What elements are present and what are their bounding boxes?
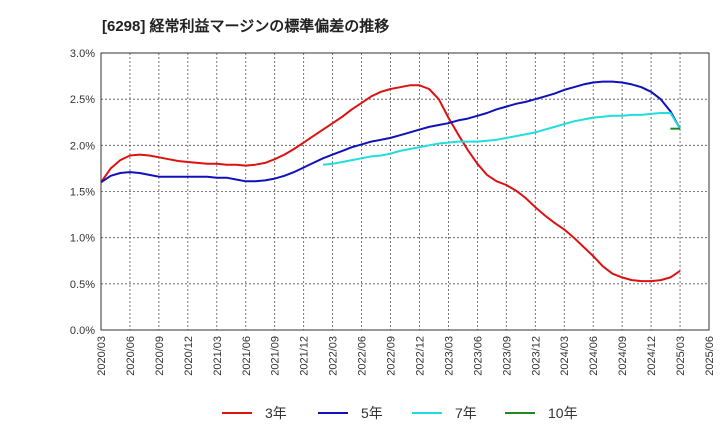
x-tick-label: 2024/09 xyxy=(617,336,629,376)
x-tick-label: 2024/12 xyxy=(646,336,658,376)
x-tick-label: 2023/06 xyxy=(472,336,484,376)
y-tick-label: 3.0% xyxy=(70,48,95,60)
x-tick-label: 2021/06 xyxy=(241,336,253,376)
x-tick-label: 2022/09 xyxy=(386,336,398,376)
legend-label-2: 7年 xyxy=(455,405,477,421)
x-tick-label: 2022/12 xyxy=(414,336,426,376)
legend-label-3: 10年 xyxy=(548,405,578,421)
x-tick-label: 2025/06 xyxy=(704,336,716,376)
x-tick-label: 2022/06 xyxy=(357,336,369,376)
chart-title: [6298] 経常利益マージンの標準偏差の推移 xyxy=(102,17,389,35)
x-tick-label: 2021/03 xyxy=(212,336,224,376)
x-tick-label: 2023/03 xyxy=(443,336,455,376)
x-tick-label: 2020/09 xyxy=(154,336,166,376)
x-tick-label: 2020/03 xyxy=(96,336,108,376)
y-tick-label: 1.0% xyxy=(70,233,95,245)
x-axis: 2020/03 2020/06 2020/09 2020/12 2021/03 2021/… xyxy=(96,336,716,376)
y-axis: 0.0% 0.5% 1.0% 1.5% 2.0% 2.5% 3.0% xyxy=(70,48,95,337)
legend-label-1: 5年 xyxy=(361,405,383,421)
x-tick-label: 2024/06 xyxy=(588,336,600,376)
x-tick-label: 2023/09 xyxy=(501,336,513,376)
y-tick-label: 0.0% xyxy=(70,325,95,337)
x-tick-label: 2024/03 xyxy=(559,336,571,376)
series-line-0 xyxy=(100,84,681,283)
x-tick-label: 2020/06 xyxy=(125,336,137,376)
y-tick-label: 2.0% xyxy=(70,140,95,152)
plot-frame xyxy=(100,52,710,331)
series-line-2 xyxy=(322,112,681,166)
grid xyxy=(100,52,710,331)
x-tick-label: 2023/12 xyxy=(530,336,542,376)
x-tick-label: 2020/12 xyxy=(183,336,195,376)
series-line-1 xyxy=(100,80,681,184)
plot-lines xyxy=(100,80,681,283)
y-tick-label: 1.5% xyxy=(70,187,95,199)
y-tick-label: 2.5% xyxy=(70,94,95,106)
x-tick-label: 2021/12 xyxy=(299,336,311,376)
legend: 3年 5年 7年 10年 xyxy=(222,405,578,421)
legend-label-0: 3年 xyxy=(265,405,287,421)
x-tick-label: 2021/09 xyxy=(270,336,282,376)
x-tick-label: 2022/03 xyxy=(328,336,340,376)
x-tick-label: 2025/03 xyxy=(675,336,687,376)
y-tick-label: 0.5% xyxy=(70,279,95,291)
